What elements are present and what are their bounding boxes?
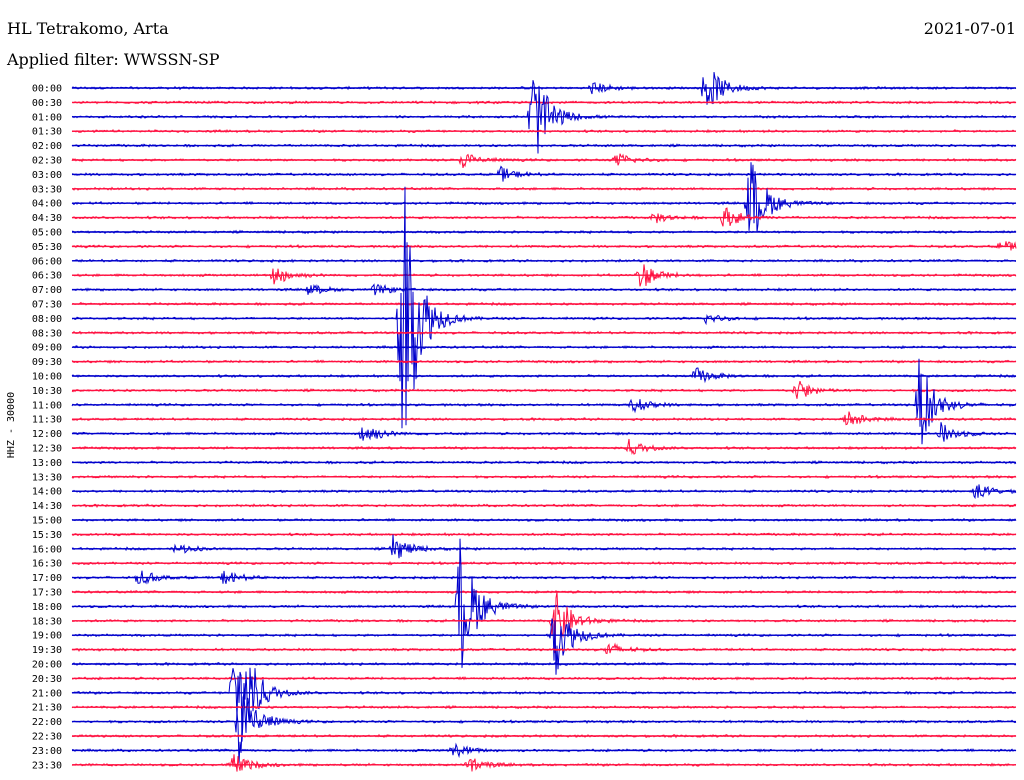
- time-tick-label: 21:00: [32, 688, 62, 699]
- time-tick-label: 00:30: [32, 98, 62, 109]
- time-tick-label: 15:30: [32, 530, 62, 541]
- time-tick-label: 03:00: [32, 170, 62, 181]
- time-tick-label: 06:30: [32, 271, 62, 282]
- time-tick-label: 06:00: [32, 256, 62, 267]
- seismogram-trace: [71, 693, 1017, 765]
- time-tick-label: 20:30: [32, 674, 62, 685]
- time-tick-label: 03:30: [32, 184, 62, 195]
- seismogram-trace: [71, 367, 1017, 384]
- time-tick-label: 18:30: [32, 616, 62, 627]
- time-tick-label: 17:30: [32, 588, 62, 599]
- time-tick-label: 01:30: [32, 127, 62, 138]
- time-tick-label: 05:30: [32, 242, 62, 253]
- time-labels: 00:00 00:30 01:00 01:30 02:00 02:30 03:00 03:30…: [32, 84, 62, 772]
- time-tick-label: 21:30: [32, 703, 62, 714]
- time-tick-label: 16:30: [32, 559, 62, 570]
- seismogram-trace: [71, 422, 1017, 442]
- seismogram-trace: [71, 591, 1017, 654]
- seismogram-trace: [71, 754, 1016, 772]
- seismogram-trace: [71, 618, 1017, 675]
- filter-label: Applied filter: WWSSN-SP: [7, 50, 220, 69]
- time-tick-label: 15:00: [32, 516, 62, 527]
- seismogram-trace: [71, 165, 1017, 182]
- time-tick-label: 14:30: [32, 501, 62, 512]
- time-tick-label: 10:00: [32, 372, 62, 383]
- seismogram-trace: [71, 411, 1017, 426]
- channel-label: HHZ - 30000: [6, 392, 17, 458]
- time-tick-label: 17:00: [32, 573, 62, 584]
- time-tick-label: 19:00: [32, 631, 62, 642]
- time-tick-label: 05:00: [32, 228, 62, 239]
- time-tick-label: 19:30: [32, 645, 62, 656]
- time-tick-label: 08:00: [32, 314, 62, 325]
- station-title: HL Tetrakomo, Arta: [7, 19, 169, 38]
- seismogram-trace: [71, 358, 1017, 445]
- time-tick-label: 08:30: [32, 328, 62, 339]
- seismogram-trace: [71, 534, 1017, 559]
- time-tick-label: 04:00: [32, 199, 62, 210]
- time-tick-label: 07:30: [32, 300, 62, 311]
- time-tick-label: 23:00: [32, 746, 62, 757]
- seismogram-trace: [71, 538, 1017, 668]
- time-tick-label: 13:00: [32, 458, 62, 469]
- trace-layer: [71, 72, 1017, 772]
- time-tick-label: 23:30: [32, 760, 62, 771]
- time-tick-label: 22:30: [32, 732, 62, 743]
- time-tick-label: 07:00: [32, 285, 62, 296]
- time-tick-label: 20:00: [32, 660, 62, 671]
- time-tick-label: 11:30: [32, 415, 62, 426]
- date-label: 2021-07-01: [923, 19, 1016, 38]
- seismogram-trace: [71, 186, 1017, 429]
- time-tick-label: 00:00: [32, 84, 62, 95]
- time-tick-label: 14:00: [32, 487, 62, 498]
- time-tick-label: 02:00: [32, 141, 62, 152]
- time-tick-label: 09:30: [32, 357, 62, 368]
- time-tick-label: 16:00: [32, 544, 62, 555]
- time-tick-label: 22:00: [32, 717, 62, 728]
- time-tick-label: 13:30: [32, 472, 62, 483]
- time-tick-label: 01:00: [32, 112, 62, 123]
- seismogram-trace: [71, 438, 1017, 455]
- time-tick-label: 18:00: [32, 602, 62, 613]
- time-tick-label: 11:00: [32, 400, 62, 411]
- seismogram-trace: [71, 153, 1017, 169]
- time-tick-label: 02:30: [32, 156, 62, 167]
- time-tick-label: 10:30: [32, 386, 62, 397]
- time-tick-label: 04:30: [32, 213, 62, 224]
- time-tick-label: 12:00: [32, 429, 62, 440]
- time-tick-label: 12:30: [32, 444, 62, 455]
- time-tick-label: 09:00: [32, 343, 62, 354]
- seismogram-trace: [71, 162, 1017, 233]
